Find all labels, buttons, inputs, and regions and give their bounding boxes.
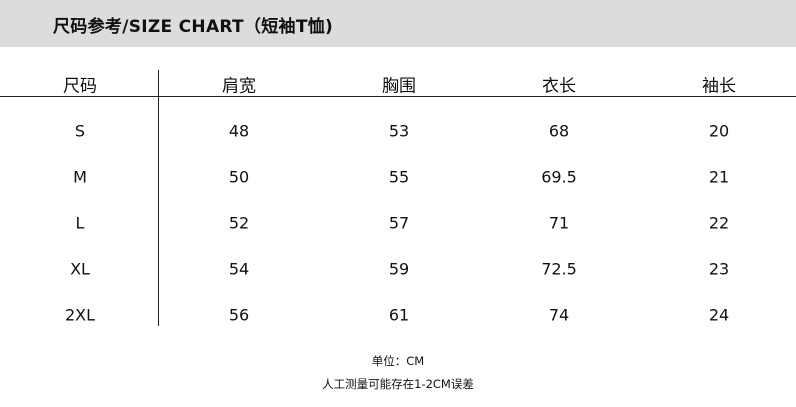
page-title: 尺码参考/SIZE CHART（短袖T恤)	[53, 17, 334, 37]
table-cell: 72.5	[541, 259, 577, 279]
table-cell: XL	[70, 259, 90, 279]
table-cell: 24	[708, 305, 730, 325]
column-header: 尺码	[63, 76, 97, 97]
table-cell: 68	[548, 121, 570, 141]
table-cell: 2XL	[64, 305, 96, 325]
table-cell: 20	[708, 121, 730, 141]
table-cell: 22	[708, 213, 730, 233]
table-cell: 69.5	[541, 167, 577, 187]
unit-note: 单位：CM	[371, 354, 425, 368]
table-cell: 50	[228, 167, 250, 187]
table-cell: L	[75, 213, 85, 233]
table-cell: 71	[548, 213, 570, 233]
column-header: 肩宽	[222, 76, 256, 97]
table-cell: 57	[388, 213, 410, 233]
table-cell: 54	[228, 259, 250, 279]
table-cell: 21	[708, 167, 730, 187]
table-cell: 23	[708, 259, 730, 279]
table-cell: 48	[228, 121, 250, 141]
column-divider	[158, 70, 159, 326]
column-header: 衣长	[542, 76, 576, 97]
column-header: 袖长	[702, 76, 736, 97]
table-cell: S	[74, 121, 86, 141]
column-header: 胸围	[382, 76, 416, 97]
table-cell: 53	[388, 121, 410, 141]
tolerance-note: 人工测量可能存在1-2CM误差	[322, 377, 474, 391]
table-cell: 52	[228, 213, 250, 233]
table-cell: 61	[388, 305, 410, 325]
table-cell: 59	[388, 259, 410, 279]
table-cell: M	[73, 167, 87, 187]
header-divider	[0, 96, 796, 97]
title-band: 尺码参考/SIZE CHART（短袖T恤)	[0, 0, 796, 47]
table-cell: 55	[388, 167, 410, 187]
table-cell: 56	[228, 305, 250, 325]
table-cell: 74	[548, 305, 570, 325]
